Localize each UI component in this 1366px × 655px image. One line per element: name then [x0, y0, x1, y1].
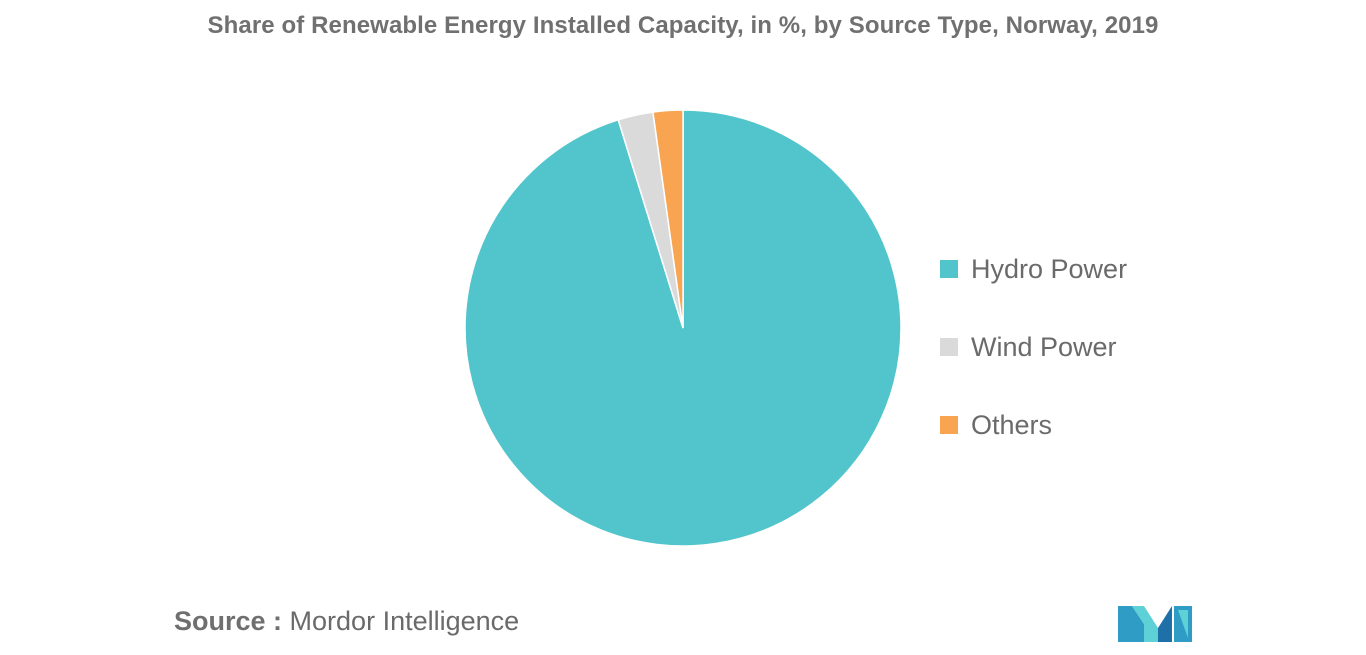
pie-slices: [464, 109, 902, 547]
legend-label: Hydro Power: [971, 253, 1128, 284]
legend-item-hydro-power[interactable]: Hydro Power: [940, 230, 1240, 308]
legend: Hydro Power Wind Power Others: [940, 230, 1240, 464]
legend-swatch: [940, 416, 958, 434]
legend-item-wind-power[interactable]: Wind Power: [940, 308, 1240, 386]
pie-slice-others[interactable]: [652, 109, 684, 329]
legend-label: Others: [971, 409, 1053, 440]
legend-label: Wind Power: [971, 331, 1117, 362]
chart-title: Share of Renewable Energy Installed Capa…: [207, 12, 1159, 39]
legend-swatch: [940, 260, 958, 278]
source-prefix: Source :: [174, 606, 283, 636]
source-note: Source : Mordor Intelligence: [174, 606, 519, 637]
mordor-intelligence-logo-icon: [1118, 606, 1192, 642]
source-text: Mordor Intelligence: [289, 606, 520, 636]
legend-item-others[interactable]: Others: [940, 386, 1240, 464]
legend-swatch: [940, 338, 958, 356]
